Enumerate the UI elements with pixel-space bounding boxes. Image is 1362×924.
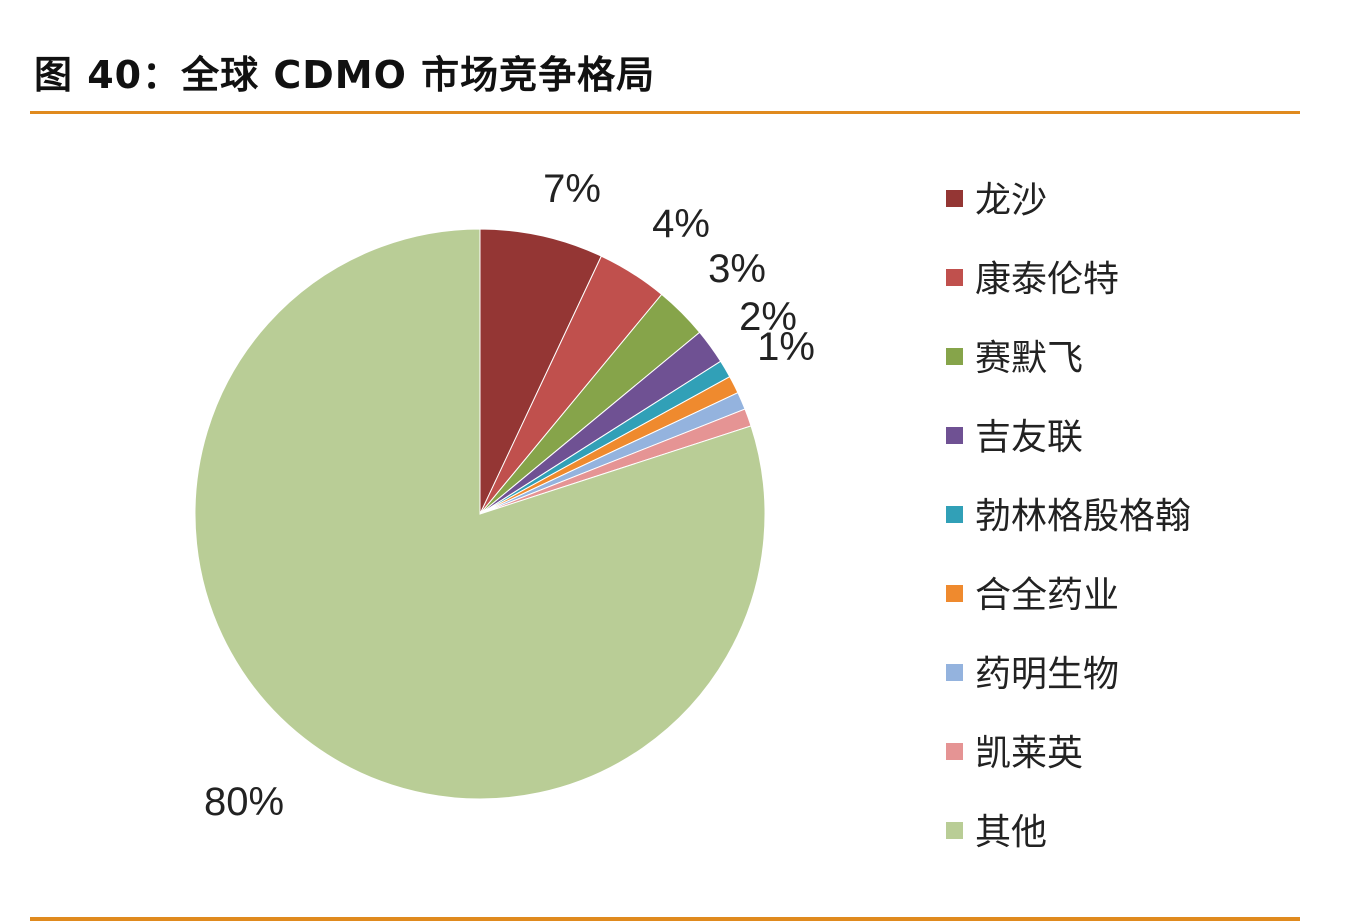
legend-swatch bbox=[946, 743, 963, 760]
legend-swatch bbox=[946, 427, 963, 444]
legend-label: 药明生物 bbox=[975, 654, 1119, 695]
pie-slice bbox=[479, 228, 603, 515]
legend-swatch bbox=[946, 506, 963, 523]
legend-swatch bbox=[946, 348, 963, 365]
title-divider bbox=[30, 111, 1300, 114]
legend-label: 其他 bbox=[975, 812, 1047, 853]
legend-swatch bbox=[946, 269, 963, 286]
data-label: 80% bbox=[204, 780, 284, 824]
legend-label: 赛默飞 bbox=[975, 338, 1083, 379]
chart-title: 图 40：全球 CDMO 市场竞争格局 bbox=[34, 53, 656, 97]
legend-swatch bbox=[946, 664, 963, 681]
pie-slice bbox=[194, 228, 766, 800]
legend-label: 勃林格殷格翰 bbox=[975, 496, 1191, 537]
legend-label: 康泰伦特 bbox=[975, 259, 1119, 300]
legend-label: 凯莱英 bbox=[975, 733, 1083, 774]
legend-label: 合全药业 bbox=[975, 575, 1119, 616]
legend-swatch bbox=[946, 190, 963, 207]
legend-label: 吉友联 bbox=[975, 417, 1083, 458]
legend-swatch bbox=[946, 822, 963, 839]
data-label: 3% bbox=[708, 247, 766, 291]
data-label: 7% bbox=[543, 167, 601, 211]
data-label: 1% bbox=[757, 325, 815, 369]
bottom-divider bbox=[30, 917, 1300, 921]
data-label: 2% bbox=[739, 295, 797, 339]
legend-swatch bbox=[946, 585, 963, 602]
legend-label: 龙沙 bbox=[975, 180, 1047, 221]
data-label: 4% bbox=[652, 202, 710, 246]
